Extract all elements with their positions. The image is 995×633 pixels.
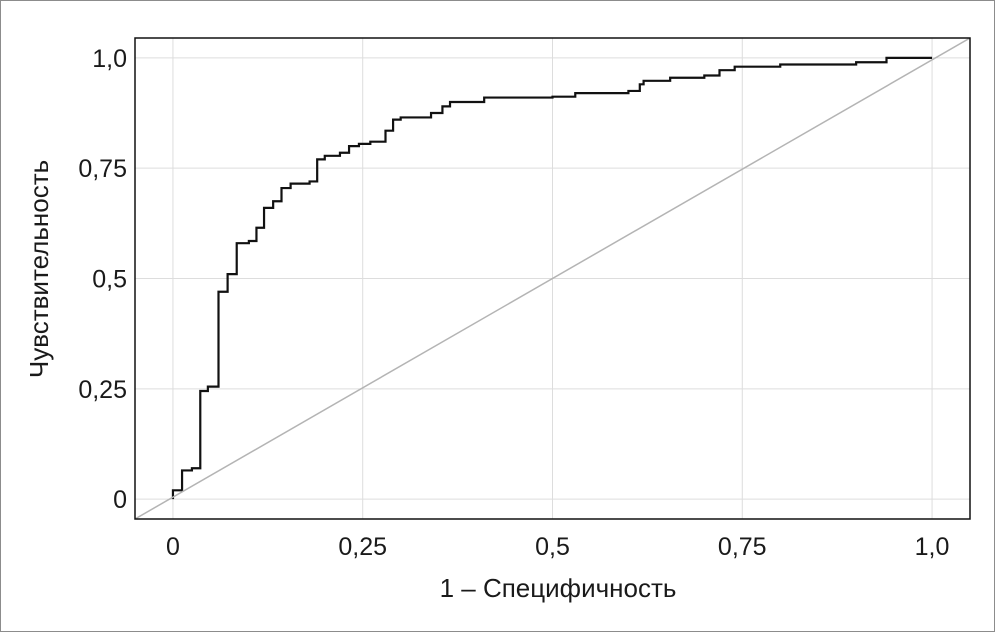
y-tick-label-3: 0,75 (78, 155, 127, 183)
y-tick-label-1: 0,25 (78, 376, 127, 404)
y-tick-label-0: 0 (113, 486, 127, 514)
y-tick-label-2: 0,5 (92, 266, 127, 294)
data-layer (135, 38, 970, 519)
y-tick-label-4: 1,0 (92, 45, 127, 73)
tick-labels: 0 0,25 0,5 0,75 1,0 0 0,25 0,5 0,75 1,0 (78, 45, 949, 561)
roc-curve-line (171, 56, 933, 500)
y-axis-title: Чувствительность (24, 160, 54, 378)
x-tick-label-1: 0,25 (338, 533, 387, 561)
grid (135, 38, 970, 519)
x-tick-label-0: 0 (166, 533, 180, 561)
x-axis-title: 1 – Специфичность (440, 573, 677, 603)
plot-area-border (134, 37, 971, 520)
x-tick-label-3: 0,75 (718, 533, 767, 561)
reference-diagonal-line (135, 38, 970, 519)
x-tick-label-4: 1,0 (915, 533, 950, 561)
x-tick-label-2: 0,5 (535, 533, 570, 561)
